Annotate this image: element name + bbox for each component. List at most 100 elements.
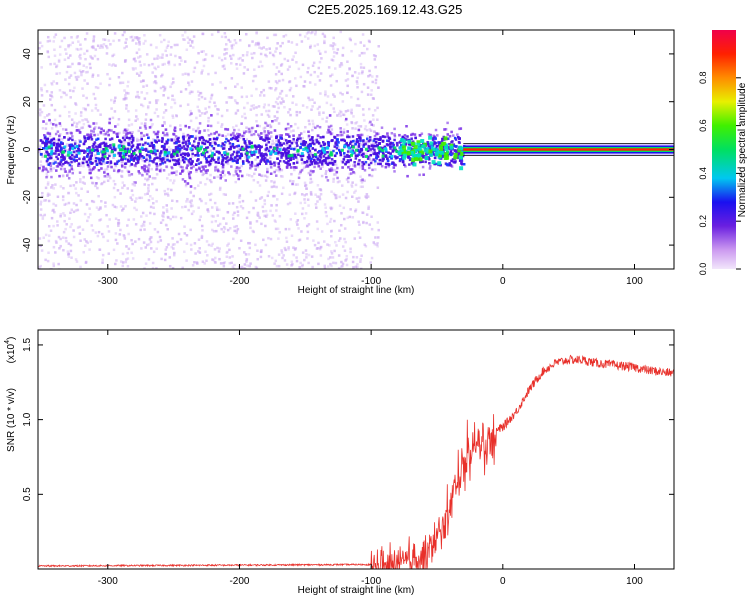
noise-mark bbox=[275, 47, 278, 50]
noise-mark bbox=[207, 116, 210, 120]
noise-mark bbox=[221, 65, 225, 68]
band-mark bbox=[46, 153, 50, 157]
band-mark bbox=[453, 161, 457, 164]
band-mark bbox=[100, 142, 103, 145]
noise-mark bbox=[286, 127, 289, 130]
noise-mark bbox=[141, 104, 145, 108]
band-mark bbox=[126, 147, 130, 151]
band-mark bbox=[331, 139, 334, 142]
noise-mark bbox=[290, 264, 293, 267]
noise-mark bbox=[151, 261, 155, 265]
band-mark bbox=[205, 160, 208, 164]
band-mark bbox=[89, 157, 92, 161]
band-mark bbox=[76, 146, 80, 150]
noise-mark bbox=[316, 107, 320, 111]
noise-mark bbox=[189, 190, 193, 194]
band-mark bbox=[230, 137, 233, 141]
band-mark bbox=[238, 156, 242, 160]
noise-mark bbox=[352, 266, 355, 269]
blob-mark bbox=[446, 150, 450, 154]
noise-mark bbox=[115, 206, 118, 209]
band-mark bbox=[140, 137, 143, 141]
band-mark bbox=[281, 152, 285, 155]
noise-mark bbox=[235, 229, 239, 233]
noise-mark bbox=[181, 34, 184, 37]
band-mark bbox=[369, 161, 373, 165]
noise-mark bbox=[333, 193, 337, 197]
band-mark bbox=[239, 154, 242, 158]
noise-mark bbox=[316, 75, 320, 78]
noise-mark bbox=[343, 237, 346, 241]
noise-mark bbox=[55, 72, 58, 75]
noise-mark bbox=[251, 229, 254, 233]
band-mark bbox=[152, 130, 156, 134]
band-mark bbox=[173, 126, 177, 130]
noise-mark bbox=[108, 63, 111, 66]
band-mark bbox=[71, 138, 74, 142]
noise-mark bbox=[85, 240, 88, 243]
band-mark bbox=[365, 137, 369, 141]
noise-mark bbox=[269, 135, 273, 138]
band-mark bbox=[209, 132, 213, 136]
band-mark bbox=[237, 174, 240, 177]
band-mark bbox=[143, 125, 147, 128]
noise-mark bbox=[112, 179, 116, 183]
band-mark bbox=[393, 155, 397, 158]
band-mark bbox=[42, 165, 45, 169]
band-mark bbox=[116, 160, 119, 163]
noise-mark bbox=[320, 57, 323, 60]
band-mark bbox=[383, 135, 387, 139]
noise-mark bbox=[374, 162, 377, 166]
noise-mark bbox=[295, 256, 298, 259]
band-mark bbox=[288, 163, 292, 166]
noise-mark bbox=[289, 130, 293, 133]
noise-mark bbox=[364, 125, 368, 128]
band-mark bbox=[427, 144, 430, 147]
band-mark bbox=[89, 161, 92, 164]
band-mark bbox=[190, 112, 193, 115]
band-mark bbox=[351, 135, 355, 138]
noise-mark bbox=[83, 118, 87, 121]
band-mark bbox=[376, 152, 380, 155]
band-mark bbox=[207, 134, 211, 137]
band-mark bbox=[269, 145, 272, 149]
band-mark bbox=[240, 174, 244, 178]
noise-mark bbox=[69, 243, 73, 247]
band-mark bbox=[102, 157, 106, 161]
band-mark bbox=[50, 138, 54, 142]
noise-mark bbox=[70, 222, 73, 226]
noise-mark bbox=[213, 201, 217, 205]
band-mark bbox=[328, 130, 331, 134]
transition-mark bbox=[397, 151, 402, 156]
noise-mark bbox=[185, 200, 188, 203]
noise-mark bbox=[280, 249, 283, 252]
band-mark bbox=[240, 134, 244, 138]
band-mark bbox=[64, 170, 67, 173]
band-mark bbox=[418, 133, 422, 137]
noise-mark bbox=[218, 247, 221, 250]
band-mark bbox=[145, 158, 148, 162]
noise-mark bbox=[136, 139, 139, 143]
noise-mark bbox=[303, 258, 306, 262]
band-mark bbox=[239, 169, 242, 173]
noise-mark bbox=[306, 198, 310, 201]
noise-mark bbox=[59, 215, 62, 218]
noise-mark bbox=[144, 262, 148, 265]
band-mark bbox=[307, 147, 311, 151]
band-mark bbox=[237, 177, 240, 181]
band-mark bbox=[145, 172, 149, 176]
band-mark bbox=[39, 139, 43, 142]
band-mark bbox=[227, 171, 230, 174]
noise-mark bbox=[157, 65, 160, 69]
band-mark bbox=[292, 157, 295, 160]
band-mark bbox=[224, 160, 228, 164]
noise-mark bbox=[235, 224, 238, 228]
noise-mark bbox=[253, 172, 256, 176]
noise-mark bbox=[149, 211, 152, 215]
noise-mark bbox=[165, 210, 169, 213]
band-mark bbox=[148, 155, 152, 158]
band-mark bbox=[390, 131, 394, 135]
band-mark bbox=[87, 158, 91, 161]
band-mark bbox=[246, 159, 249, 163]
noise-mark bbox=[259, 52, 263, 56]
